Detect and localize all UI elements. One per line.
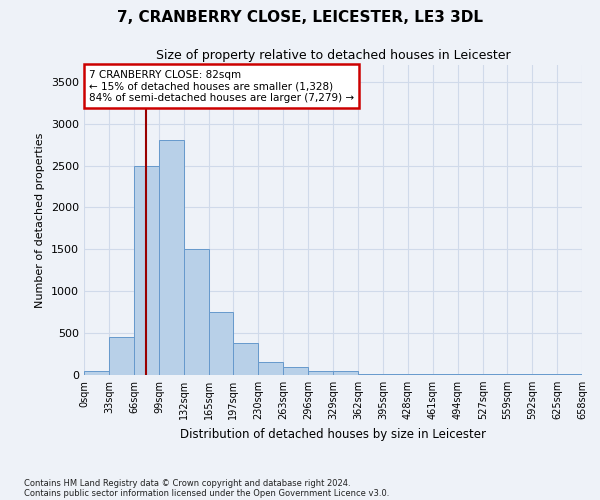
Text: 7 CRANBERRY CLOSE: 82sqm
← 15% of detached houses are smaller (1,328)
84% of sem: 7 CRANBERRY CLOSE: 82sqm ← 15% of detach…: [89, 70, 354, 103]
Bar: [358, 374, 383, 375]
Bar: [258, 362, 283, 375]
Bar: [408, 374, 433, 375]
Bar: [532, 374, 557, 375]
Bar: [333, 371, 358, 375]
X-axis label: Distribution of detached houses by size in Leicester: Distribution of detached houses by size …: [180, 428, 486, 440]
Text: 7, CRANBERRY CLOSE, LEICESTER, LE3 3DL: 7, CRANBERRY CLOSE, LEICESTER, LE3 3DL: [117, 10, 483, 25]
Bar: [458, 374, 483, 375]
Bar: [134, 166, 159, 375]
Text: Contains public sector information licensed under the Open Government Licence v3: Contains public sector information licen…: [24, 488, 389, 498]
Bar: [308, 371, 333, 375]
Bar: [209, 312, 233, 375]
Bar: [433, 374, 458, 375]
Bar: [283, 366, 308, 375]
Bar: [233, 343, 258, 375]
Bar: [109, 338, 134, 375]
Y-axis label: Number of detached properties: Number of detached properties: [35, 132, 46, 308]
Bar: [507, 374, 532, 375]
Text: Contains HM Land Registry data © Crown copyright and database right 2024.: Contains HM Land Registry data © Crown c…: [24, 478, 350, 488]
Bar: [383, 374, 408, 375]
Title: Size of property relative to detached houses in Leicester: Size of property relative to detached ho…: [155, 50, 511, 62]
Bar: [84, 371, 109, 375]
Bar: [483, 374, 507, 375]
Bar: [184, 250, 209, 375]
Bar: [557, 374, 582, 375]
Bar: [159, 140, 184, 375]
